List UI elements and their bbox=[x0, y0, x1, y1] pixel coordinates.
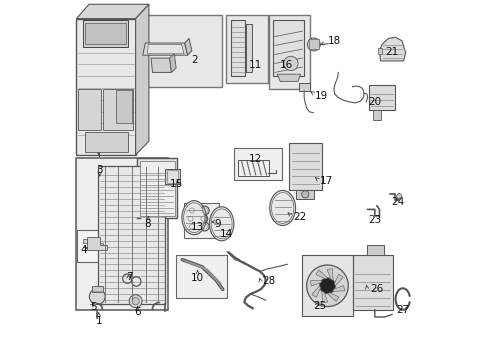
Polygon shape bbox=[76, 19, 136, 155]
Bar bbox=[76, 158, 168, 310]
Bar bbox=[137, 158, 177, 218]
Text: 15: 15 bbox=[170, 179, 183, 189]
Bar bbox=[299, 83, 310, 91]
Circle shape bbox=[132, 298, 139, 305]
Circle shape bbox=[397, 194, 402, 199]
Polygon shape bbox=[277, 74, 300, 81]
Polygon shape bbox=[143, 43, 188, 55]
Bar bbox=[167, 170, 178, 183]
Text: 27: 27 bbox=[396, 305, 410, 315]
Polygon shape bbox=[87, 237, 107, 250]
Bar bbox=[302, 255, 353, 316]
Polygon shape bbox=[147, 44, 184, 54]
Polygon shape bbox=[327, 293, 339, 302]
Text: 6: 6 bbox=[134, 307, 141, 316]
Text: 20: 20 bbox=[368, 97, 382, 107]
Text: 11: 11 bbox=[249, 60, 262, 70]
Bar bbox=[90, 240, 96, 245]
Ellipse shape bbox=[270, 190, 295, 226]
Bar bbox=[97, 243, 102, 247]
Circle shape bbox=[284, 56, 298, 71]
Ellipse shape bbox=[182, 201, 206, 235]
Bar bbox=[296, 190, 314, 199]
Polygon shape bbox=[136, 4, 149, 155]
Bar bbox=[373, 110, 381, 120]
Bar bbox=[226, 15, 269, 83]
Text: 9: 9 bbox=[215, 219, 221, 229]
Text: 14: 14 bbox=[220, 229, 233, 239]
Text: 19: 19 bbox=[315, 91, 328, 101]
Polygon shape bbox=[312, 286, 320, 297]
Bar bbox=[85, 132, 128, 152]
Text: 3: 3 bbox=[97, 165, 103, 175]
Bar bbox=[116, 90, 132, 123]
Bar bbox=[238, 160, 269, 176]
Text: 8: 8 bbox=[144, 219, 151, 229]
Bar bbox=[176, 255, 227, 298]
Text: 21: 21 bbox=[385, 46, 398, 57]
Bar bbox=[246, 24, 252, 72]
Bar bbox=[184, 203, 219, 238]
Polygon shape bbox=[151, 58, 171, 72]
Text: 7: 7 bbox=[126, 272, 133, 282]
Bar bbox=[166, 168, 180, 184]
Bar bbox=[83, 21, 128, 47]
Bar bbox=[92, 286, 102, 292]
Bar bbox=[77, 230, 112, 262]
Ellipse shape bbox=[210, 207, 234, 241]
Text: 17: 17 bbox=[319, 176, 333, 186]
Bar bbox=[353, 255, 393, 310]
Circle shape bbox=[307, 265, 348, 307]
Text: 22: 22 bbox=[294, 212, 307, 221]
Circle shape bbox=[307, 38, 320, 51]
Text: 1: 1 bbox=[96, 316, 102, 325]
Polygon shape bbox=[316, 270, 327, 279]
Bar bbox=[368, 85, 395, 110]
Polygon shape bbox=[76, 4, 149, 19]
Text: 16: 16 bbox=[280, 60, 293, 70]
Bar bbox=[367, 244, 384, 255]
Bar bbox=[85, 23, 126, 44]
Ellipse shape bbox=[184, 203, 204, 233]
Bar bbox=[137, 15, 221, 87]
Circle shape bbox=[89, 289, 105, 305]
Text: 24: 24 bbox=[392, 197, 405, 207]
Ellipse shape bbox=[271, 193, 294, 224]
Bar bbox=[234, 148, 282, 180]
Text: 23: 23 bbox=[368, 215, 382, 225]
Polygon shape bbox=[185, 39, 192, 55]
Circle shape bbox=[319, 278, 335, 294]
Text: 28: 28 bbox=[262, 276, 275, 286]
Polygon shape bbox=[310, 280, 322, 286]
Bar bbox=[270, 15, 310, 89]
Ellipse shape bbox=[211, 209, 232, 239]
Text: 13: 13 bbox=[191, 222, 204, 231]
Text: 10: 10 bbox=[191, 273, 204, 283]
Text: 12: 12 bbox=[248, 154, 262, 164]
Polygon shape bbox=[379, 37, 406, 61]
Bar bbox=[103, 89, 133, 130]
Bar bbox=[78, 89, 101, 130]
Text: 4: 4 bbox=[80, 245, 87, 255]
Bar bbox=[378, 48, 382, 54]
Circle shape bbox=[129, 295, 142, 308]
Polygon shape bbox=[334, 274, 343, 286]
Polygon shape bbox=[322, 291, 328, 303]
Polygon shape bbox=[333, 285, 344, 291]
Text: 25: 25 bbox=[314, 301, 327, 311]
Bar bbox=[309, 40, 319, 49]
Bar bbox=[82, 239, 88, 243]
Circle shape bbox=[302, 191, 309, 198]
Bar bbox=[140, 161, 175, 216]
Bar bbox=[289, 143, 322, 190]
Text: 2: 2 bbox=[192, 55, 198, 65]
Text: 5: 5 bbox=[90, 302, 97, 312]
Text: 26: 26 bbox=[370, 284, 383, 294]
Bar bbox=[231, 21, 245, 76]
Polygon shape bbox=[170, 54, 176, 72]
Bar bbox=[98, 166, 166, 304]
Text: 18: 18 bbox=[327, 36, 341, 46]
Polygon shape bbox=[327, 269, 333, 280]
Bar bbox=[273, 21, 304, 76]
